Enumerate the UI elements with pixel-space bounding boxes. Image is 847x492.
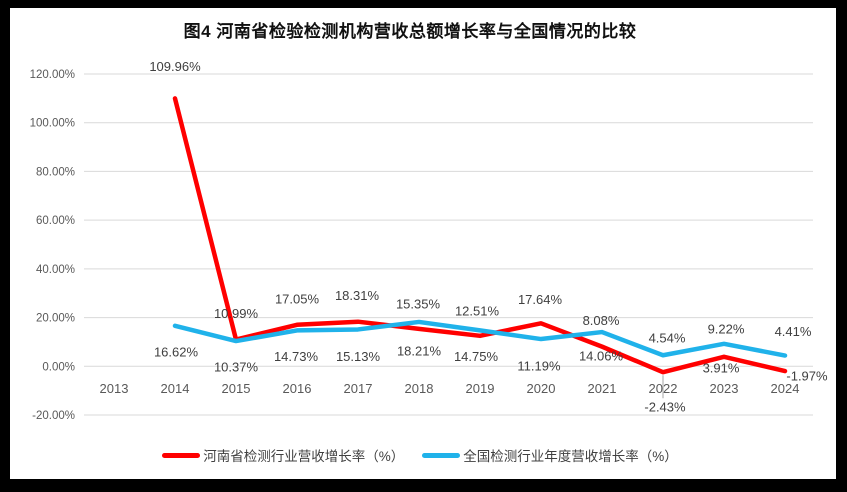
data-label: -2.43% xyxy=(644,400,686,415)
legend-line-swatch-red xyxy=(162,452,201,458)
x-tick-label: 2015 xyxy=(222,381,251,396)
x-tick-label: 2020 xyxy=(527,381,556,396)
y-tick-label: 100.00% xyxy=(30,118,75,130)
y-tick-label: 40.00% xyxy=(36,264,75,276)
data-label: 14.75% xyxy=(454,349,499,364)
x-tick-label: 2014 xyxy=(161,381,190,396)
data-label: 14.73% xyxy=(274,349,319,364)
legend-line-swatch-blue xyxy=(422,452,461,458)
data-label: 17.05% xyxy=(275,291,320,306)
legend-item-national: 全国检测行业年度营收增长率（%） xyxy=(422,445,678,465)
data-label: 3.91% xyxy=(703,360,740,375)
y-tick-label: 60.00% xyxy=(36,215,75,227)
data-label: 9.22% xyxy=(708,321,745,336)
data-label: 8.08% xyxy=(583,313,620,328)
legend-item-henan: 河南省检测行业营收增长率（%） xyxy=(162,445,404,465)
chart-canvas xyxy=(10,8,836,479)
x-tick-label: 2013 xyxy=(100,381,129,396)
data-label: 15.35% xyxy=(396,296,441,311)
data-label: 18.21% xyxy=(397,343,442,358)
x-tick-label: 2017 xyxy=(344,381,373,396)
y-tick-label: 120.00% xyxy=(30,69,75,81)
chart-legend: 河南省检测行业营收增长率（%） 全国检测行业年度营收增长率（%） xyxy=(0,444,840,466)
data-label: 10.37% xyxy=(214,360,259,375)
data-label: 109.96% xyxy=(149,59,201,74)
data-label: 10.99% xyxy=(214,306,259,321)
chart-title: 图4 河南省检验检测机构营收总额增长率与全国情况的比较 xyxy=(183,22,637,41)
y-tick-label: 80.00% xyxy=(36,166,75,178)
data-label: 15.13% xyxy=(336,349,381,364)
data-label: 18.31% xyxy=(335,288,380,303)
series-line-henan xyxy=(172,96,788,375)
x-tick-label: 2019 xyxy=(466,381,495,396)
data-label: 11.19% xyxy=(517,359,561,374)
x-tick-label: 2024 xyxy=(771,381,800,396)
data-label: 4.41% xyxy=(775,324,812,339)
y-tick-label: 20.00% xyxy=(36,313,75,325)
x-tick-label: 2018 xyxy=(405,381,434,396)
data-label: 16.62% xyxy=(154,344,199,359)
x-tick-label: 2021 xyxy=(588,381,617,396)
series-line-national xyxy=(172,319,788,358)
x-tick-label: 2016 xyxy=(283,381,312,396)
legend-label-henan: 河南省检测行业营收增长率（%） xyxy=(203,449,405,464)
data-label: 4.54% xyxy=(649,331,686,346)
y-tick-label: 0.00% xyxy=(42,361,75,373)
y-tick-label: -20.00% xyxy=(32,410,75,422)
legend-label-national: 全国检测行业年度营收增长率（%） xyxy=(463,449,678,464)
x-tick-label: 2023 xyxy=(710,381,739,396)
data-label: -1.97% xyxy=(786,369,828,384)
data-label: 14.06% xyxy=(579,349,624,364)
data-label: 17.64% xyxy=(518,292,563,307)
data-label: 12.51% xyxy=(455,303,500,318)
